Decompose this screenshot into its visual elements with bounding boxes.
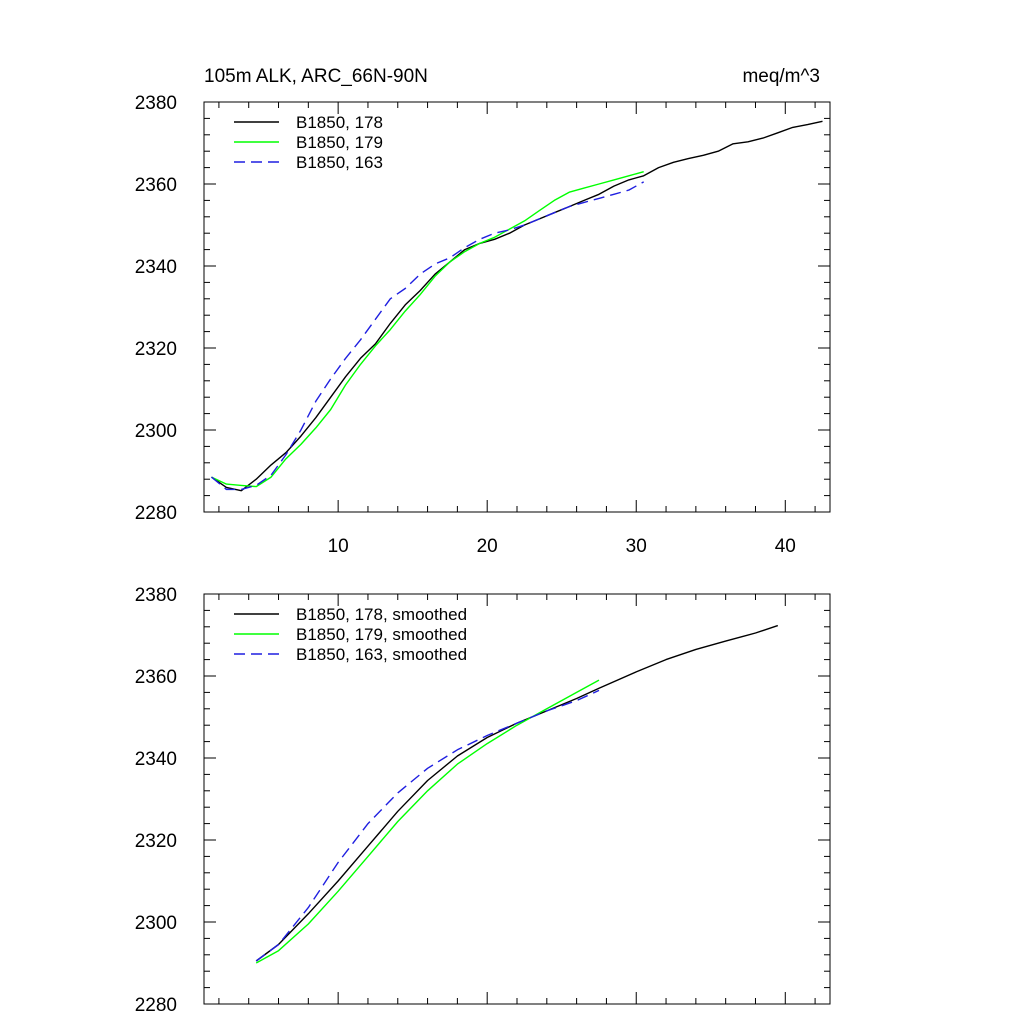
- legend-label: B1850, 178: [296, 113, 383, 132]
- y-tick-label: 2300: [135, 421, 177, 442]
- x-tick-label: 20: [477, 536, 498, 557]
- series-line-1: [255, 624, 779, 962]
- y-tick-label: 2320: [135, 831, 177, 852]
- y-tick-label: 2340: [135, 749, 177, 770]
- series-line-2: [255, 679, 600, 964]
- chart-title: 105m ALK, ARC_66N-90N: [204, 66, 428, 87]
- x-tick-label: 30: [626, 536, 647, 557]
- series-line-2: [211, 171, 644, 488]
- units-label: meq/m^3: [742, 66, 820, 87]
- y-tick-label: 2280: [135, 503, 177, 524]
- legend-label: B1850, 163: [296, 153, 383, 172]
- y-tick-label: 2320: [135, 339, 177, 360]
- y-tick-label: 2380: [135, 585, 177, 606]
- chart-panel-2: 2280 2300 2320 2340 2360 2380 B1850, 178, smoo…: [135, 585, 831, 1016]
- legend-label: B1850, 179, smoothed: [296, 625, 467, 644]
- y-tick-label: 2380: [135, 93, 177, 114]
- y-tick-label: 2300: [135, 913, 177, 934]
- series-line-3: [211, 181, 645, 491]
- y-tick-label: 2360: [135, 667, 177, 688]
- series-line-3: [255, 689, 600, 962]
- y-tick-label: 2360: [135, 175, 177, 196]
- y-tick-label: 2280: [135, 995, 177, 1016]
- x-tick-label: 10: [328, 536, 349, 557]
- chart-panel-1: 105m ALK, ARC_66N-90N meq/m^3 10 20 30 40 2280…: [135, 66, 831, 557]
- y-tick-label: 2340: [135, 257, 177, 278]
- x-tick-label: 40: [775, 536, 796, 557]
- legend-label: B1850, 179: [296, 133, 383, 152]
- legend-label: B1850, 178, smoothed: [296, 605, 467, 624]
- legend-label: B1850, 163, smoothed: [296, 645, 467, 664]
- series-line-1: [211, 120, 823, 492]
